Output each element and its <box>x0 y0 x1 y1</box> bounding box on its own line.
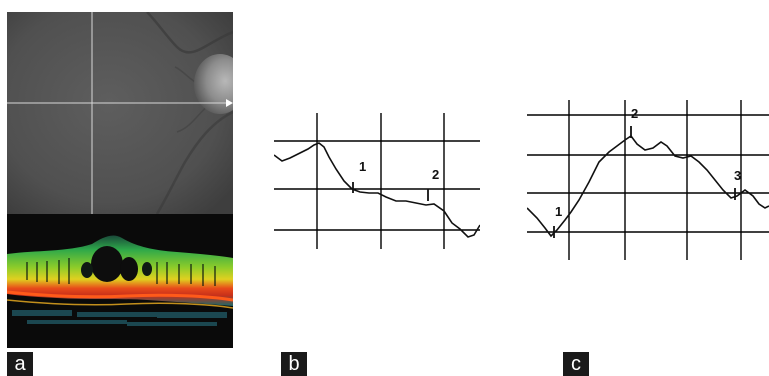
panel-b-grid <box>274 113 480 249</box>
panel-c-marker-3: 3 <box>734 168 741 183</box>
panel-b-profile: 1 2 <box>274 113 480 249</box>
panel-a <box>7 12 233 348</box>
panel-label-c: c <box>563 352 589 376</box>
oct-scan-image <box>7 214 233 348</box>
panel-b-marker-1: 1 <box>359 159 366 174</box>
scan-arrow-icon <box>226 99 233 107</box>
panel-label-b: b <box>281 352 307 376</box>
fundus-image <box>7 12 233 214</box>
panel-b-marker-2: 2 <box>432 167 439 182</box>
panel-c-profile: 1 2 3 <box>527 100 769 260</box>
panel-c-grid <box>527 100 769 260</box>
panel-c-marker-1: 1 <box>555 204 562 219</box>
panel-b-trace <box>274 142 480 238</box>
panel-c-marker-2: 2 <box>631 106 638 121</box>
panel-label-a: a <box>7 352 33 376</box>
